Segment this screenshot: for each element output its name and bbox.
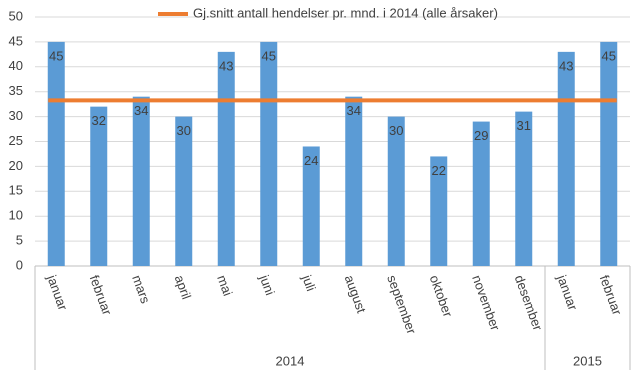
bar (430, 156, 448, 266)
y-tick-label: 40 (9, 58, 23, 73)
y-tick-label: 15 (9, 183, 23, 198)
data-label: 43 (559, 58, 573, 73)
y-tick-label: 35 (9, 83, 23, 98)
data-label: 29 (474, 128, 488, 143)
y-tick-label: 45 (9, 33, 23, 48)
data-label: 45 (262, 48, 276, 63)
y-tick-label: 25 (9, 133, 23, 148)
x-tick-label: juni (256, 272, 277, 297)
bar (345, 96, 363, 267)
y-tick-label: 30 (9, 108, 23, 123)
y-tick-label: 50 (9, 8, 23, 23)
bar (217, 51, 235, 266)
y-tick-label: 0 (16, 257, 23, 272)
bar (600, 41, 618, 267)
group-label: 2015 (573, 353, 602, 368)
data-label: 30 (389, 123, 403, 138)
legend-label: Gj.snitt antall hendelser pr. mnd. i 201… (193, 5, 498, 20)
data-label: 34 (134, 103, 148, 118)
bar (472, 121, 490, 266)
group-label: 2014 (276, 353, 305, 368)
data-label: 32 (92, 113, 106, 128)
y-tick-label: 5 (16, 233, 23, 248)
bar (515, 111, 533, 267)
data-label: 43 (219, 58, 233, 73)
x-tick-label: juli (299, 272, 319, 293)
bar (132, 96, 150, 267)
data-label: 31 (517, 118, 531, 133)
y-tick-label: 10 (9, 208, 23, 223)
bar (175, 116, 193, 266)
data-label: 34 (347, 103, 361, 118)
data-label: 24 (304, 153, 318, 168)
y-tick-label: 20 (9, 158, 23, 173)
data-label: 30 (177, 123, 191, 138)
bar (557, 51, 575, 266)
data-label: 45 (49, 48, 63, 63)
bar (302, 146, 320, 266)
bar (387, 116, 405, 266)
data-label: 22 (432, 163, 446, 178)
data-label: 45 (602, 48, 616, 63)
bar (47, 41, 65, 267)
bar (260, 41, 278, 267)
bar (90, 106, 108, 266)
x-tick-label: mai (214, 273, 235, 298)
